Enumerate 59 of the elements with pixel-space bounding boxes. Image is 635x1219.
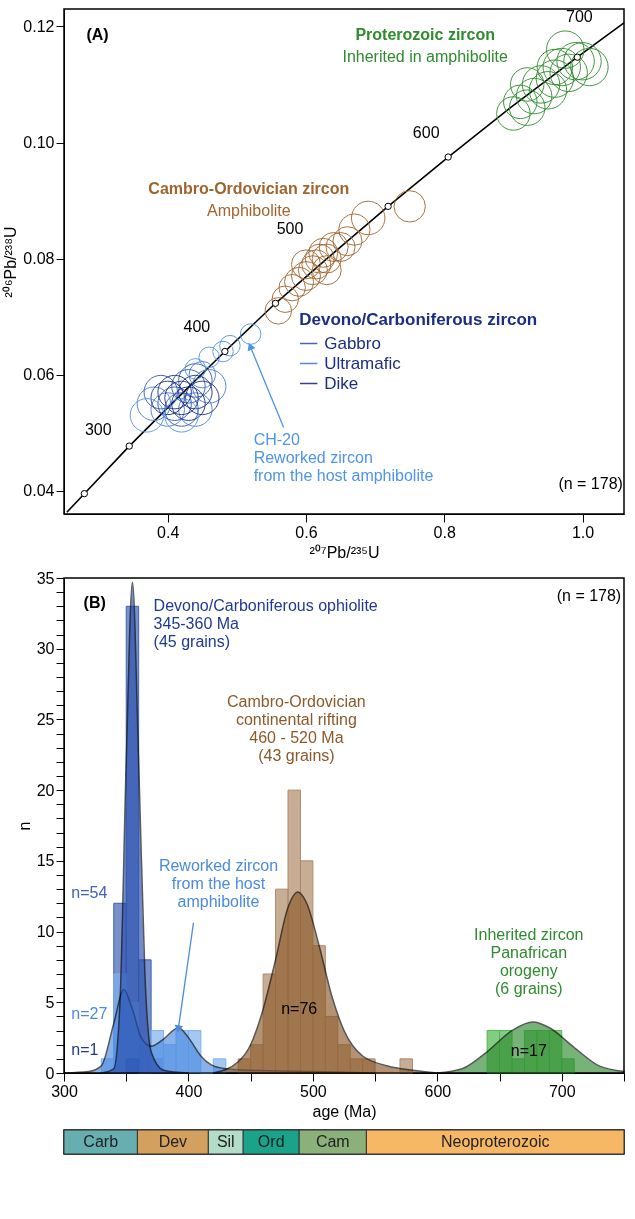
- y-tick-label: 10: [36, 923, 55, 941]
- y-tick-label: 5: [45, 993, 55, 1011]
- x-tick-label: 700: [548, 1082, 576, 1100]
- x-tick-label: 0.4: [157, 523, 180, 541]
- annotation: Devono/Carboniferous ophiolite 345-360 Ma (45 grains): [153, 596, 378, 650]
- annotation: Proterozoic zircon: [355, 25, 495, 43]
- x-tick-label: 0.6: [295, 523, 318, 541]
- annotation: (B): [83, 594, 106, 612]
- annotation: Cambro-Ordovician zircon: [148, 179, 350, 197]
- annotation: (A): [86, 25, 109, 43]
- x-tick-label: 400: [175, 1082, 203, 1100]
- series-label: Cam: [315, 1133, 350, 1150]
- annotation: 500: [276, 220, 304, 238]
- x-tick-label: 300: [51, 1082, 78, 1100]
- annotation: CH-20 Reworked zircon from the host amphibolite: [253, 431, 434, 485]
- legend-title: Devono/Carboniferous zircon: [299, 310, 538, 329]
- legend-label: Dike: [324, 373, 359, 393]
- legend-label: Gabbro: [324, 333, 381, 353]
- series-label: Neoproterozoic: [440, 1133, 550, 1150]
- y-tick-label: 0: [45, 1064, 55, 1082]
- annotation: Cambro-Ordovician continental rifting 460 - 520 Ma (43 grains): [227, 693, 366, 765]
- y-axis-title: ²⁰⁶Pb/²³⁸U: [2, 226, 20, 298]
- y-tick-label: 20: [36, 781, 55, 799]
- y-tick-label: 0.10: [23, 134, 55, 152]
- annotation: Reworked zircon from the host amphibolite: [158, 856, 279, 910]
- annotation: 300: [84, 421, 112, 439]
- annotation: n=54: [71, 883, 108, 901]
- annotation: 700: [565, 8, 593, 26]
- x-tick-label: 500: [300, 1082, 327, 1100]
- legend-label: Ultramafic: [324, 353, 402, 373]
- y-tick-label: 25: [36, 710, 55, 728]
- y-tick-label: 35: [36, 569, 55, 587]
- series-label: Ord: [257, 1133, 285, 1150]
- y-axis-title: n: [15, 821, 33, 831]
- annotation: Inherited in amphibolite: [342, 48, 509, 66]
- annotation: n=17: [510, 1042, 547, 1060]
- annotation: n=76: [281, 1000, 318, 1018]
- y-tick-label: 0.12: [23, 17, 55, 35]
- annotation: n=27: [71, 1005, 108, 1023]
- y-tick-label: 30: [36, 640, 55, 658]
- annotation: (n = 178): [556, 586, 622, 604]
- x-axis-title: ²⁰⁷Pb/²³⁵U: [309, 543, 380, 561]
- annotation: 600: [412, 124, 440, 142]
- annotation: (n = 178): [558, 475, 623, 493]
- y-tick-label: 0.06: [23, 366, 55, 384]
- annotation: Amphibolite: [207, 202, 291, 220]
- x-tick-label: 600: [424, 1082, 452, 1100]
- y-tick-label: 15: [36, 852, 55, 870]
- x-tick-label: 0.8: [433, 523, 456, 541]
- annotation: 400: [183, 318, 211, 336]
- annotation: Inherited zircon Panafrican orogeny (6 grains): [474, 925, 584, 997]
- y-tick-label: 0.08: [23, 250, 55, 268]
- x-axis-title: age (Ma): [312, 1102, 377, 1120]
- x-tick-label: 1.0: [571, 523, 595, 541]
- series-label: Dev: [158, 1133, 188, 1150]
- series-label: Carb: [83, 1133, 119, 1150]
- annotation: n=1: [71, 1040, 99, 1058]
- series-label: Sil: [216, 1133, 235, 1150]
- y-tick-label: 0.04: [23, 482, 55, 500]
